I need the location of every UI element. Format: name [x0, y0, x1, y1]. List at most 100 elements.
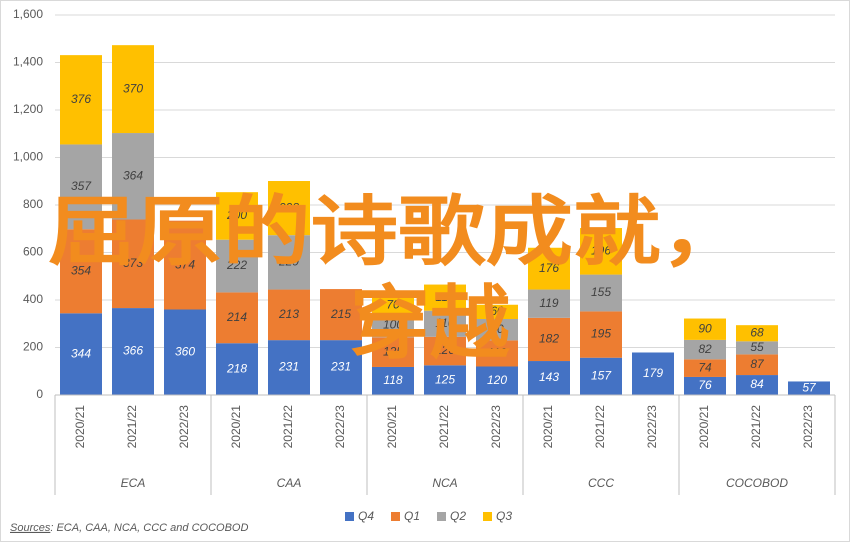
bar-segment	[268, 235, 310, 290]
x-tick-label: 2021/22	[281, 405, 295, 449]
legend-swatch	[345, 512, 354, 521]
bar-segment	[60, 229, 102, 314]
data-label: 222	[226, 258, 247, 272]
bar-segment	[216, 239, 258, 293]
data-label: 218	[226, 361, 247, 375]
bar-segment	[476, 304, 518, 319]
group-label: ECA	[121, 476, 146, 490]
data-label: 228	[278, 200, 299, 214]
bar-segment	[112, 133, 154, 220]
bar-segment	[268, 181, 310, 236]
data-label: 196	[591, 243, 611, 257]
bar-segment	[372, 366, 414, 395]
bar-segment	[424, 284, 466, 311]
x-tick-label: 2022/23	[177, 405, 191, 449]
data-label: 125	[435, 372, 455, 386]
bar-segment	[424, 336, 466, 366]
data-label: 143	[539, 370, 559, 384]
data-label: 374	[175, 257, 195, 271]
data-label: 82	[698, 342, 712, 356]
data-label: 364	[123, 168, 143, 182]
source-text: : ECA, CAA, NCA, CCC and COCOBOD	[50, 522, 248, 534]
bar-segment	[528, 247, 570, 290]
group-label: CAA	[277, 476, 302, 490]
bar-segment	[372, 296, 414, 314]
data-label: 179	[643, 366, 663, 380]
bar-segment	[60, 144, 102, 230]
y-tick-label: 1,400	[13, 55, 43, 69]
group-label: CCC	[588, 476, 614, 490]
x-tick-label: 2022/23	[645, 405, 659, 449]
data-label: 373	[123, 256, 143, 270]
bar-segment	[580, 274, 622, 312]
bar-segment	[476, 319, 518, 341]
x-tick-label: 2020/21	[385, 405, 399, 449]
legend-swatch	[483, 512, 492, 521]
data-label: 231	[330, 360, 351, 374]
data-label: 110	[435, 290, 454, 304]
bar-segment	[684, 339, 726, 360]
legend-label: Q1	[404, 509, 420, 523]
bar-segment	[112, 219, 154, 309]
data-label: 118	[383, 373, 402, 387]
y-tick-label: 800	[23, 197, 43, 211]
bar-segment	[320, 340, 362, 395]
y-tick-label: 1,000	[13, 150, 43, 164]
data-label: 119	[539, 296, 558, 310]
data-label: 200	[226, 208, 247, 222]
bar-segment	[60, 55, 102, 145]
x-tick-label: 2020/21	[541, 405, 555, 449]
bar-segment	[736, 375, 778, 395]
legend-label: Q3	[496, 509, 512, 523]
y-tick-label: 400	[23, 292, 43, 306]
overlay-text: 屈原的诗歌成就，	[48, 190, 748, 275]
data-label: 215	[330, 307, 351, 321]
bar-segment	[216, 192, 258, 240]
data-label: 57	[802, 380, 817, 394]
data-label: 55	[750, 340, 764, 354]
data-label: 157	[591, 369, 612, 383]
x-tick-label: 2022/23	[801, 405, 815, 449]
bar-segment	[216, 292, 258, 344]
bar-segment	[580, 357, 622, 395]
bar-segment	[580, 311, 622, 358]
x-tick-label: 2021/22	[593, 405, 607, 449]
group-label: NCA	[432, 476, 457, 490]
bar-segment	[684, 359, 726, 377]
x-tick-label: 2021/22	[437, 405, 451, 449]
data-label: 366	[123, 344, 143, 358]
y-tick-label: 200	[23, 340, 43, 354]
data-label: 70	[386, 297, 400, 311]
bar-segment	[684, 318, 726, 340]
bar-segment	[60, 313, 102, 395]
bar-segment	[164, 220, 206, 310]
overlay-text: 穿越	[350, 279, 511, 368]
y-tick-label: 0	[36, 387, 43, 401]
data-label: 229	[278, 255, 299, 269]
data-label: 90	[698, 321, 712, 335]
data-label: 155	[591, 285, 611, 299]
x-tick-label: 2022/23	[489, 405, 503, 449]
x-tick-label: 2020/21	[73, 405, 87, 449]
bar-segment	[632, 352, 674, 395]
data-label: 354	[71, 263, 91, 277]
data-label: 74	[698, 360, 712, 374]
bar-segment	[372, 313, 414, 338]
bar-segment	[424, 310, 466, 337]
y-tick-label: 1,200	[13, 102, 43, 116]
data-label: 357	[71, 179, 92, 193]
data-label: 120	[487, 373, 507, 387]
bar-segment	[788, 381, 830, 395]
x-tick-label: 2020/21	[229, 405, 243, 449]
data-label: 182	[539, 332, 559, 346]
legend-label: Q2	[450, 509, 466, 523]
bar-segment	[320, 289, 362, 341]
bar-segment	[268, 289, 310, 341]
bar-segment	[528, 361, 570, 395]
legend-label: Q4	[358, 509, 374, 523]
data-label: 370	[123, 81, 143, 95]
legend-swatch	[437, 512, 446, 521]
bar-segment	[112, 308, 154, 395]
data-label: 214	[226, 310, 247, 324]
